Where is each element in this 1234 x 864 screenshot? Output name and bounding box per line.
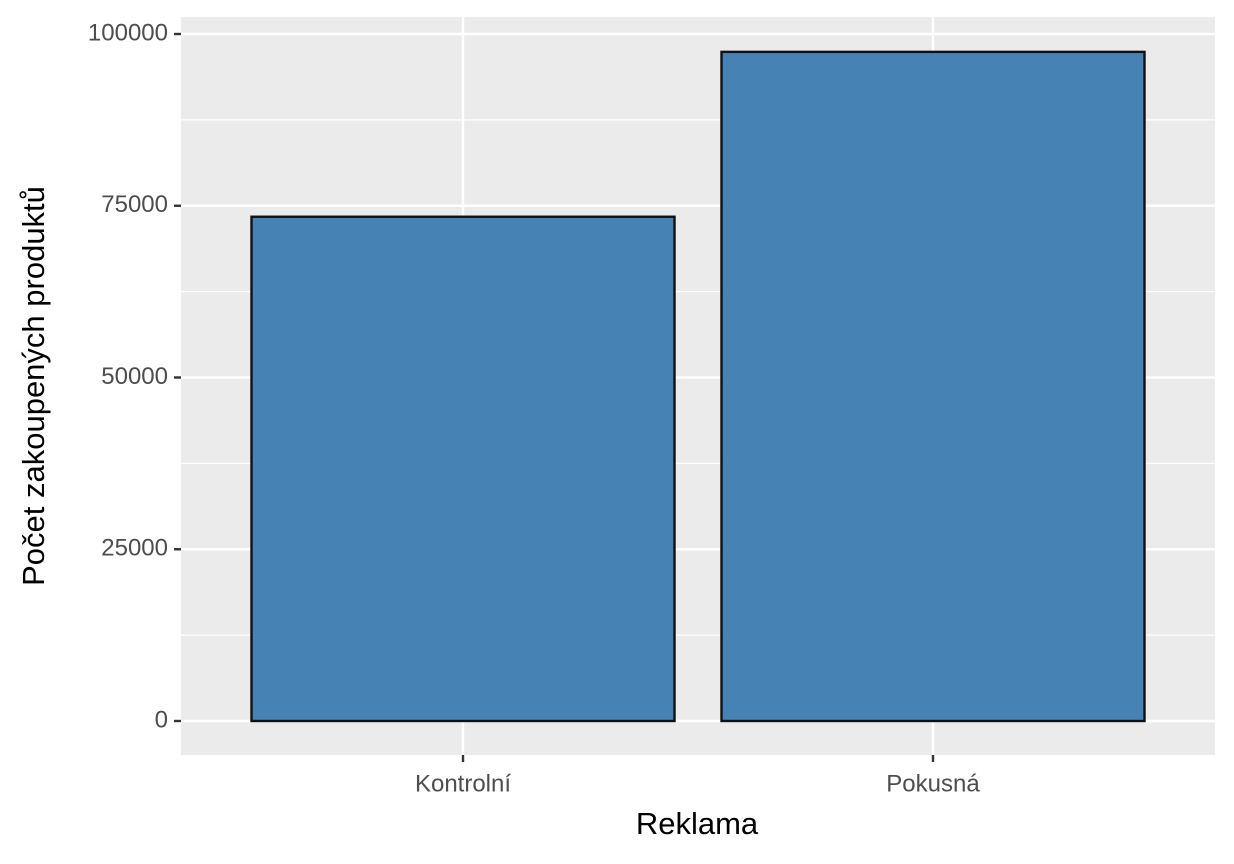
y-tick-label: 75000 [101,191,168,218]
x-axis-title: Reklama [636,806,759,841]
y-tick-label: 25000 [101,535,168,562]
x-tick-label: Pokusná [886,770,980,797]
y-tick-label: 0 [155,706,168,733]
y-tick-label: 100000 [88,19,168,46]
bar [250,215,676,723]
x-tick-label: Kontrolní [415,770,511,797]
bar [720,50,1146,723]
y-axis-title: Počet zakoupených produktů [16,186,51,586]
y-tick-label: 50000 [101,363,168,390]
